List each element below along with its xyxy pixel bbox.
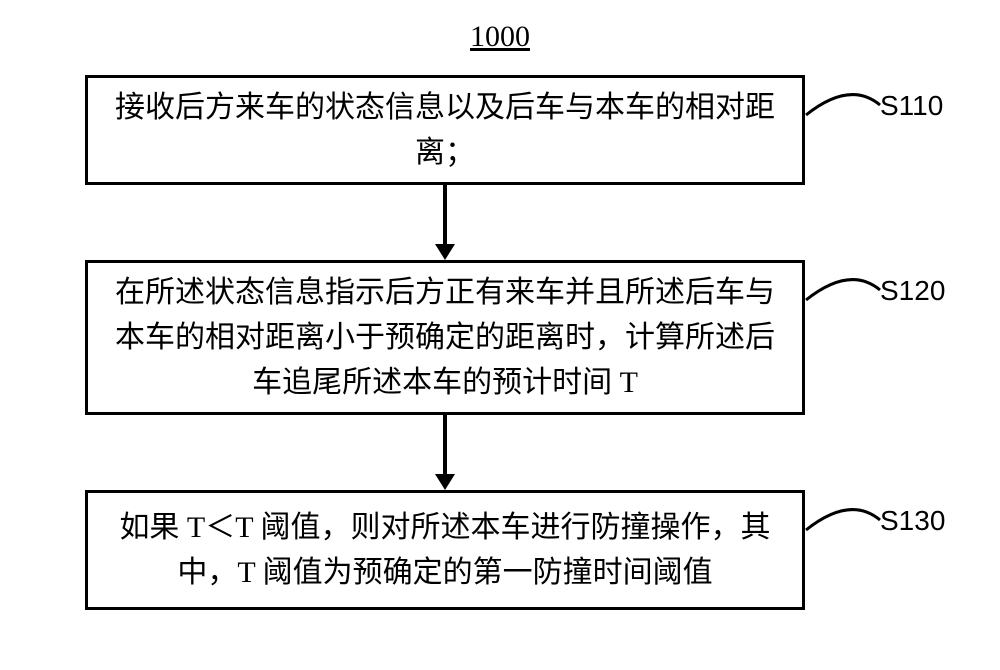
step-label-s110: S110 [880, 90, 943, 122]
step-label-s120: S120 [880, 275, 945, 307]
flowchart-canvas: 1000 接收后方来车的状态信息以及后车与本车的相对距离； S110 在所述状态… [0, 0, 1000, 670]
arrow-line-2 [443, 415, 447, 474]
arrow-head-1 [435, 244, 455, 260]
step-text: 接收后方来车的状态信息以及后车与本车的相对距离； [108, 85, 782, 175]
step-box-s120: 在所述状态信息指示后方正有来车并且所述后车与本车的相对距离小于预确定的距离时，计… [85, 260, 805, 415]
figure-title: 1000 [0, 20, 1000, 54]
step-text: 如果 T＜T 阈值，则对所述本车进行防撞操作，其中，T 阈值为预确定的第一防撞时… [108, 505, 782, 595]
step-text: 在所述状态信息指示后方正有来车并且所述后车与本车的相对距离小于预确定的距离时，计… [108, 270, 782, 405]
step-box-s130: 如果 T＜T 阈值，则对所述本车进行防撞操作，其中，T 阈值为预确定的第一防撞时… [85, 490, 805, 610]
step-label-s130: S130 [880, 505, 945, 537]
arrow-head-2 [435, 474, 455, 490]
arrow-line-1 [443, 185, 447, 244]
step-box-s110: 接收后方来车的状态信息以及后车与本车的相对距离； [85, 75, 805, 185]
